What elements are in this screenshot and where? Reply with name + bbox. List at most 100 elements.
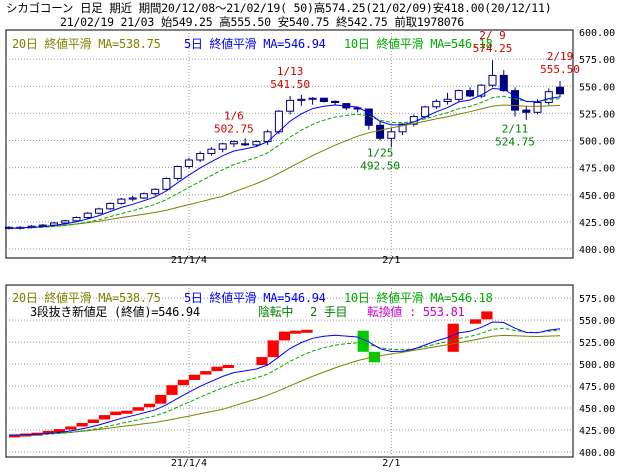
- y-tick-label: 450.00: [579, 404, 615, 415]
- brick-up: [256, 357, 268, 365]
- candle-bear: [331, 100, 340, 104]
- candle-bull: [432, 100, 441, 108]
- header-line-2: 21/02/19 21/03 始549.25 高555.50 安540.75 終…: [60, 15, 464, 29]
- brick-up: [143, 403, 156, 408]
- legend-ma-1-p1: 20日 終値平滑 MA=538.75: [12, 36, 161, 51]
- annotation-high-date: 1/6: [224, 110, 244, 123]
- panel-frame-1: [5, 29, 574, 259]
- y-tick-label: 550.00: [579, 82, 615, 93]
- candle-bull: [229, 141, 238, 145]
- brick-up: [447, 323, 459, 352]
- brick-up: [155, 394, 167, 404]
- brick-up: [9, 434, 21, 438]
- candle-bull: [151, 188, 160, 195]
- brick-up: [470, 319, 482, 324]
- annotation-high-price: 555.50: [540, 63, 580, 76]
- brick-up: [121, 410, 133, 414]
- brick-up: [188, 374, 201, 380]
- brick-down: [357, 330, 369, 352]
- legend-ma-1-p2: 20日 終値平滑 MA=538.75: [12, 290, 161, 305]
- candle-bear: [511, 90, 519, 111]
- candle-bull: [106, 202, 115, 210]
- candle-bull: [173, 166, 182, 179]
- y-tick-label: 450.00: [579, 191, 615, 202]
- annotation-high-price: 541.50: [270, 78, 310, 91]
- y-tick-label: 500.00: [579, 360, 615, 371]
- y-tick-label: 425.00: [579, 426, 615, 437]
- annotation-high-date: 2/ 9: [479, 29, 506, 42]
- ma10-line-p2: [8, 327, 561, 436]
- candle-bull: [196, 153, 205, 161]
- candle-bull: [139, 193, 148, 199]
- candle-bear: [522, 109, 531, 113]
- tlb-info-reversal: 転換値 : 553.81: [367, 304, 464, 319]
- ma20-line-p1: [8, 104, 561, 229]
- candle-bull: [207, 148, 216, 154]
- candle-bull: [533, 102, 542, 113]
- candle-bull: [421, 106, 430, 118]
- brick-up: [76, 423, 88, 427]
- candle-bull: [454, 90, 463, 100]
- candle-bear: [466, 90, 474, 97]
- tlb-info-trend: 陰転中: [258, 304, 293, 319]
- ma20-line-p2: [8, 334, 561, 436]
- candle-bear: [556, 86, 564, 95]
- candle-bull: [308, 97, 317, 100]
- brick-up: [87, 419, 99, 423]
- candle-bull: [286, 99, 295, 112]
- candles: [5, 60, 564, 230]
- brick-up: [267, 340, 279, 358]
- brick-up: [278, 331, 291, 341]
- annotation-low-price: 524.75: [495, 136, 535, 149]
- candle-bull: [263, 131, 272, 143]
- candle-bull: [297, 98, 306, 101]
- x-tick-label: 21/1/4: [171, 458, 207, 469]
- brick-up: [222, 365, 234, 368]
- brick-up: [177, 379, 189, 386]
- x-tick-label: 21/1/4: [171, 255, 207, 266]
- brick-up: [132, 407, 144, 411]
- annotation-high-price: 574.25: [473, 42, 513, 55]
- brick-up: [166, 385, 178, 395]
- y-tick-label: 525.00: [579, 338, 615, 349]
- ma10-line-p1: [8, 95, 561, 229]
- y-tick-label: 500.00: [579, 137, 615, 148]
- y-tick-label: 550.00: [579, 316, 615, 327]
- legend-ma-3-p2: 10日 終値平滑 MA=546.18: [344, 290, 493, 305]
- ma5-line-p2: [8, 321, 561, 436]
- brick-up: [481, 311, 493, 320]
- y-tick-label: 475.00: [579, 164, 615, 175]
- y-tick-label: 525.00: [579, 109, 615, 120]
- header: シカゴコーン 日足 期近 期間20/12/08～21/02/19( 50)高57…: [0, 0, 624, 29]
- candle-bull: [488, 74, 497, 86]
- y-tick-label: 425.00: [579, 218, 615, 229]
- brick-up: [290, 330, 302, 334]
- candle-bear: [241, 143, 250, 146]
- y-tick-label: 575.00: [579, 55, 615, 66]
- candle-bull: [162, 178, 171, 190]
- annotation-high-date: 2/19: [547, 50, 574, 63]
- y-tick-label: 475.00: [579, 382, 615, 393]
- candle-bull: [443, 98, 452, 103]
- candle-bear: [319, 97, 328, 102]
- candle-bull: [117, 198, 126, 204]
- legend-ma-2-p1: 5日 終値平滑 MA=546.94: [184, 36, 326, 51]
- candle-bear: [499, 74, 508, 92]
- annotation-low-price: 492.50: [360, 160, 400, 173]
- annotation-high-date: 1/13: [277, 65, 304, 78]
- brick-up: [211, 366, 223, 372]
- legend-ma-3-p1: 10日 終値平滑 MA=546.18: [344, 36, 493, 51]
- brick-up: [99, 415, 111, 420]
- y-tick-label: 400.00: [579, 245, 615, 256]
- candle-bull: [83, 212, 92, 218]
- candle-bull: [387, 131, 396, 139]
- x-tick-label: 2/1: [382, 458, 400, 469]
- annotation-high-price: 502.75: [214, 123, 254, 136]
- tlb-info-count: 2 手目: [310, 305, 347, 319]
- candle-bull: [128, 197, 137, 200]
- brick-up: [54, 429, 66, 433]
- candle-bull: [61, 220, 70, 224]
- brick-up: [65, 426, 77, 430]
- tlb-info-prefix: 3段抜き新値足 (終値)=546.94: [30, 304, 200, 319]
